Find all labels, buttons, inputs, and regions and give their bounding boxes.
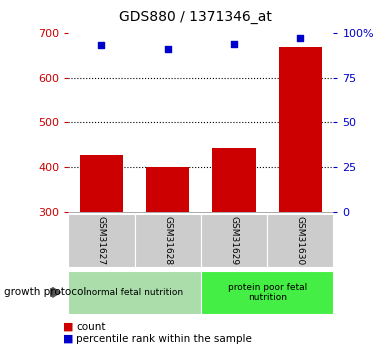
Text: growth protocol: growth protocol	[4, 287, 86, 297]
Point	[297, 36, 303, 41]
Text: GSM31627: GSM31627	[97, 216, 106, 265]
Text: GDS880 / 1371346_at: GDS880 / 1371346_at	[119, 10, 271, 24]
Text: ■: ■	[63, 322, 73, 332]
Text: normal fetal nutrition: normal fetal nutrition	[86, 288, 183, 297]
Text: GSM31628: GSM31628	[163, 216, 172, 265]
Point	[165, 46, 171, 52]
Bar	[213, 148, 255, 212]
Text: percentile rank within the sample: percentile rank within the sample	[76, 334, 252, 344]
Text: GSM31629: GSM31629	[229, 216, 239, 265]
Bar	[146, 167, 189, 212]
Bar	[279, 47, 322, 212]
Text: ■: ■	[63, 334, 73, 344]
Text: protein poor fetal
nutrition: protein poor fetal nutrition	[227, 283, 307, 302]
Point	[98, 42, 105, 48]
Bar	[80, 155, 123, 212]
Text: GSM31630: GSM31630	[296, 216, 305, 265]
Text: count: count	[76, 322, 106, 332]
Point	[231, 41, 237, 46]
